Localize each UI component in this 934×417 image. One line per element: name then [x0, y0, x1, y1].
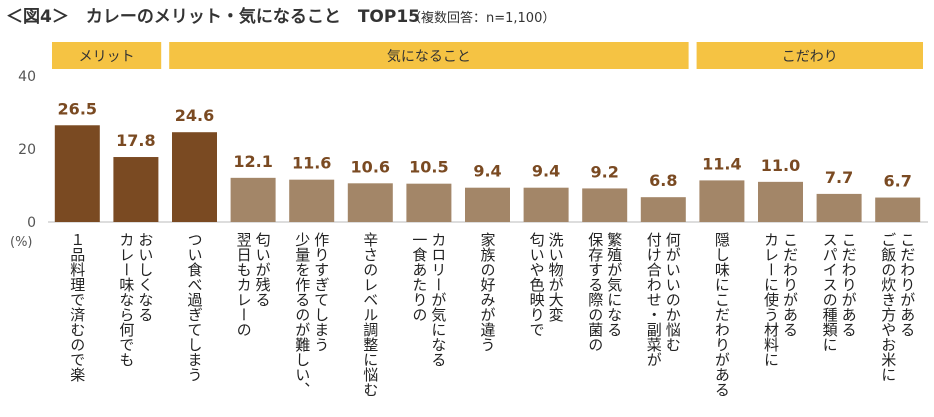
x-tick-label: 何がいいのか悩む	[664, 232, 682, 352]
value-label: 12.1	[233, 152, 272, 171]
x-tick-label: カロリーが気になる	[429, 232, 447, 367]
value-label: 6.8	[649, 171, 677, 190]
bar	[816, 193, 862, 222]
bar	[523, 187, 569, 222]
y-axis-label: (%)	[10, 235, 33, 250]
value-label: 9.4	[532, 162, 560, 181]
chart-title: ＜図4＞ カレーのメリット・気になること TOP15	[6, 6, 420, 27]
bar	[230, 177, 276, 222]
x-tick-label: 一食あたりの	[410, 232, 428, 322]
value-label: 11.4	[702, 154, 741, 173]
x-tick-label: おいしくなる	[136, 232, 154, 322]
x-tick-label: 洗い物が大変	[547, 232, 565, 322]
bar	[54, 125, 100, 222]
x-tick-label: 匂いが残る	[254, 232, 272, 307]
x-tick-label: カレー味なら何でも	[117, 232, 135, 367]
x-tick-label: ご飯の炊き方やお米に	[879, 232, 897, 382]
bar	[640, 197, 686, 222]
group-label: こだわり	[782, 49, 838, 65]
x-tick-label: 少量を作るのが難しい、	[293, 232, 311, 397]
group-header	[696, 42, 923, 69]
value-label: 17.8	[116, 131, 155, 150]
chart-subtitle: （複数回答：n=1,100）	[408, 10, 555, 26]
value-label: 11.6	[292, 154, 331, 173]
bar	[406, 183, 452, 222]
value-label: 9.4	[473, 162, 501, 181]
value-label: 7.7	[825, 168, 853, 187]
bar	[582, 188, 628, 222]
x-tick-label: 作りすぎてしまう	[312, 232, 330, 352]
x-tick-label: 保存する際の菌の	[586, 232, 604, 352]
x-tick-label: 匂いや色映りで	[528, 232, 546, 337]
value-label: 24.6	[175, 106, 214, 125]
bar	[347, 183, 393, 222]
bar	[758, 181, 803, 222]
bar	[465, 187, 510, 222]
group-header	[52, 42, 162, 69]
bar	[113, 157, 159, 222]
group-label: 気になること	[387, 49, 471, 65]
x-tick-label: こだわりがある	[781, 232, 799, 337]
bar	[172, 132, 217, 222]
x-tick-label: 翌日もカレーの	[235, 232, 253, 337]
x-tick-label: 家族の好みが違う	[479, 232, 497, 352]
x-tick-label: １品料理で済むので楽	[68, 232, 86, 382]
value-label: 9.2	[591, 162, 619, 181]
bar	[289, 179, 335, 222]
x-tick-label: つい食べ過ぎてしまう	[186, 232, 204, 382]
x-tick-label: 隠し味にこだわりがある	[713, 232, 731, 397]
value-label: 6.7	[884, 172, 912, 191]
x-tick-label: こだわりがある	[898, 232, 916, 337]
value-label: 10.5	[409, 158, 448, 177]
x-tick-label: カレーに使う材料に	[762, 232, 780, 367]
value-label: 26.5	[58, 99, 97, 118]
bar	[699, 180, 745, 222]
bar	[875, 197, 921, 222]
x-tick-label: 付け合わせ・副菜が	[645, 232, 663, 367]
y-tick-label: 40	[18, 69, 36, 85]
x-tick-label: スパイスの種類に	[821, 232, 839, 352]
y-tick-label: 0	[27, 215, 36, 231]
x-tick-label: 辛さのレベル調整に悩む	[361, 232, 379, 397]
y-tick-label: 20	[18, 142, 36, 158]
x-tick-label: 繁殖が気になる	[605, 232, 623, 337]
value-label: 11.0	[761, 156, 800, 175]
value-label: 10.6	[351, 157, 390, 176]
group-header	[169, 42, 689, 69]
group-label: メリット	[79, 49, 135, 65]
x-tick-label: こだわりがある	[840, 232, 858, 337]
